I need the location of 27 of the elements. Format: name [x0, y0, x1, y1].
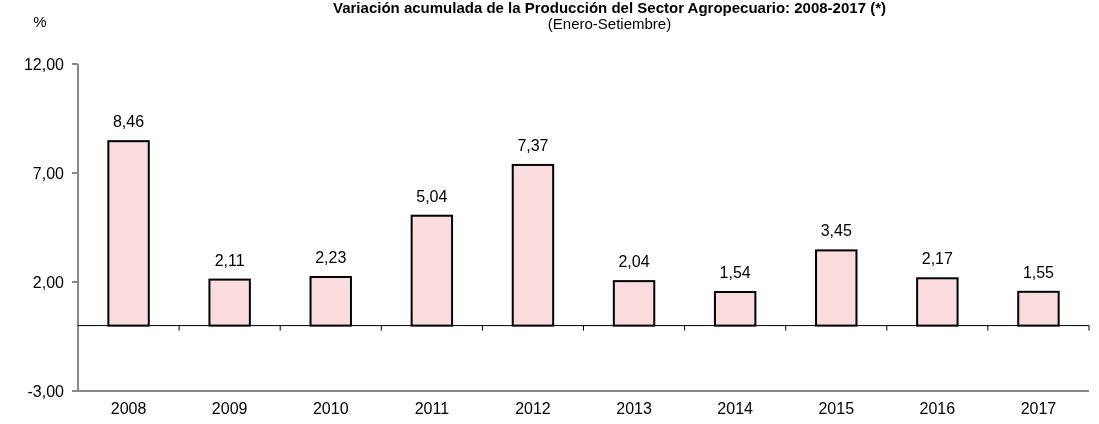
- data-label: 5,04: [416, 187, 448, 205]
- data-label: 1,55: [1022, 263, 1055, 281]
- chart-title: Variación acumulada de la Producción del Sector Agropecuario: 2008-2017 (*): [333, 0, 886, 16]
- data-label: 2,23: [315, 248, 347, 266]
- data-label: 3,45: [820, 222, 852, 240]
- data-label: 8,46: [112, 113, 145, 131]
- x-tick-label: 2010: [312, 400, 349, 417]
- y-tick-label: 2,00: [32, 273, 65, 291]
- x-tick-label: 2016: [919, 400, 956, 417]
- data-label: 2,04: [618, 253, 650, 271]
- y-tick-label: -3,00: [27, 382, 65, 400]
- x-tick-label: 2017: [1020, 400, 1057, 417]
- data-label: 2,17: [921, 250, 954, 268]
- y-tick-label: 7,00: [32, 164, 65, 182]
- chart-subtitle: (Enero-Setiembre): [547, 15, 672, 32]
- x-tick-label: 2008: [110, 400, 147, 417]
- x-tick-label: 2013: [616, 400, 652, 417]
- x-tick-label: 2009: [211, 400, 248, 417]
- data-label: 7,37: [517, 136, 549, 154]
- x-tick-label: 2015: [818, 400, 855, 417]
- x-tick-label: 2012: [515, 400, 551, 417]
- data-label: 2,11: [214, 251, 245, 269]
- data-label: 1,54: [719, 264, 751, 282]
- y-axis-title: %: [33, 13, 47, 30]
- x-tick-label: 2014: [717, 400, 754, 417]
- y-tick-label: 12,00: [23, 55, 65, 73]
- x-tick-label: 2011: [414, 400, 450, 417]
